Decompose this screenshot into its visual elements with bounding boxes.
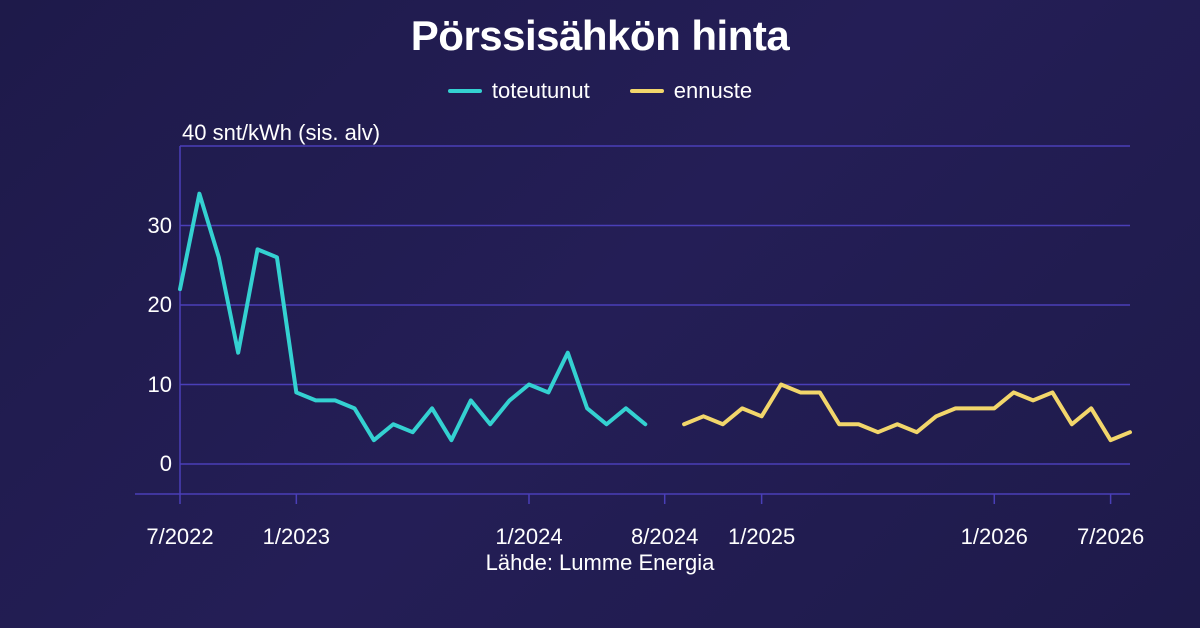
legend: toteutunut ennuste [448,78,752,104]
x-tick-label: 8/2024 [631,524,698,550]
y-tick-label: 30 [140,213,172,239]
x-tick-label: 1/2026 [961,524,1028,550]
legend-swatch-actual [448,89,482,93]
chart-area: 40 snt/kWh (sis. alv) 0102030 7/20221/20… [50,124,1150,544]
legend-label-actual: toteutunut [492,78,590,104]
x-tick-label: 1/2023 [263,524,330,550]
x-tick-label: 7/2026 [1077,524,1144,550]
chart-title: Pörssisähkön hinta [411,12,789,60]
x-tick-label: 7/2022 [146,524,213,550]
y-tick-label: 0 [140,451,172,477]
y-axis-unit-label: 40 snt/kWh (sis. alv) [182,120,380,146]
y-tick-label: 10 [140,372,172,398]
legend-swatch-forecast [630,89,664,93]
legend-label-forecast: ennuste [674,78,752,104]
y-tick-label: 20 [140,292,172,318]
line-chart-svg [50,124,1150,544]
x-tick-label: 1/2025 [728,524,795,550]
legend-item-actual: toteutunut [448,78,590,104]
legend-item-forecast: ennuste [630,78,752,104]
x-tick-label: 1/2024 [495,524,562,550]
source-text: Lähde: Lumme Energia [486,550,715,576]
